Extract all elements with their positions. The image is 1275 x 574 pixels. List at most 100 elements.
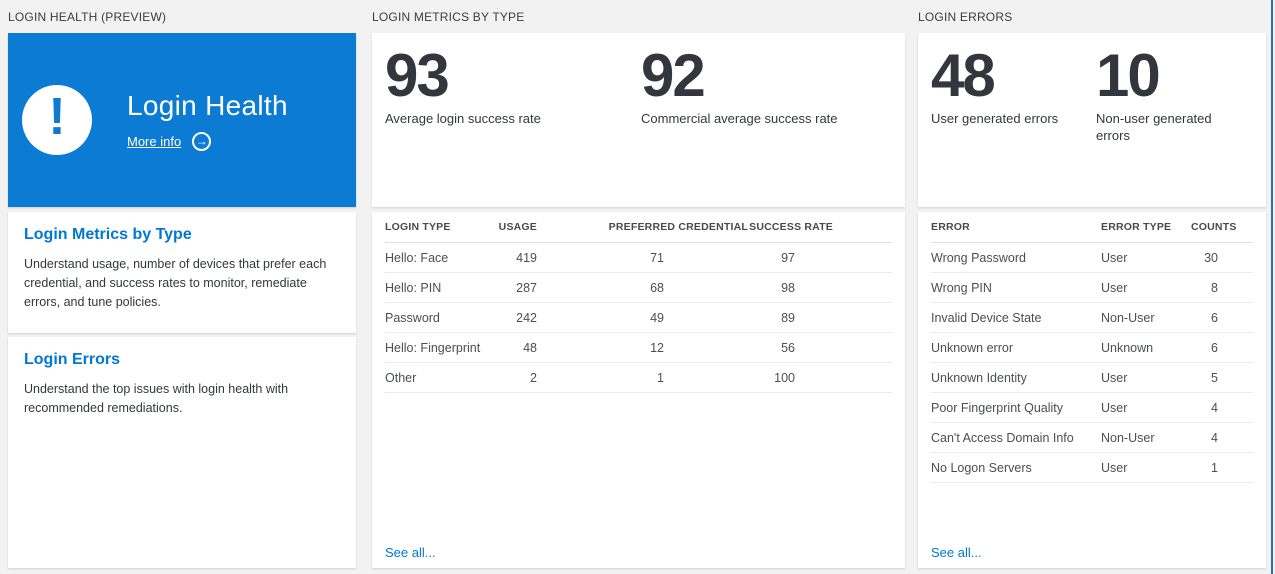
table-row: Unknown error Unknown 6 [931, 333, 1253, 363]
counts-cell: 6 [1211, 340, 1218, 355]
error-type-cell: Non-User [1101, 310, 1155, 325]
success-rate-cell: 56 [781, 340, 795, 355]
stat-value: 92 [641, 42, 706, 109]
counts-cell: 6 [1211, 310, 1218, 325]
nav-card-title: Login Metrics by Type [24, 226, 192, 243]
nav-card-description: Understand the top issues with login hea… [24, 382, 289, 415]
arrow-right-icon[interactable]: → [192, 131, 212, 151]
usage-cell: 2 [530, 370, 537, 385]
login-type-cell: Other [385, 370, 417, 385]
stat-commercial-average-success-rate: 92 Commercial average success rate [641, 45, 838, 195]
more-info-link[interactable]: More info [127, 133, 182, 149]
nav-card-login-metrics-by-type[interactable]: Login Metrics by Type Understand usage, … [8, 212, 356, 333]
preferred-credential-cell: 49 [650, 310, 664, 325]
table-row: Wrong Password User 30 [931, 243, 1253, 273]
stat-average-login-success-rate: 93 Average login success rate [385, 45, 641, 195]
nav-card-description: Understand usage, number of devices that… [24, 257, 327, 309]
table-row: Password 242 49 89 [385, 303, 892, 333]
success-rate-cell: 89 [781, 310, 795, 325]
table-row: Poor Fingerprint Quality User 4 [931, 393, 1253, 423]
stat-value: 93 [385, 42, 450, 109]
hero-text: Login Health More info → [127, 90, 288, 151]
preferred-credential-cell: 1 [657, 370, 664, 385]
column-header-counts[interactable]: COUNTS [1191, 221, 1237, 233]
nav-card-title: Login Errors [24, 351, 121, 368]
table-header-row: ERROR ERROR TYPE COUNTS [931, 212, 1253, 243]
error-type-cell: User [1101, 400, 1128, 415]
counts-cell: 4 [1211, 430, 1218, 445]
see-all-link-metrics[interactable]: See all... [385, 545, 436, 560]
errors-table-card: ERROR ERROR TYPE COUNTS Wrong Password U… [918, 212, 1266, 568]
hero-title: Login Health [127, 89, 288, 121]
success-rate-cell: 97 [781, 250, 795, 265]
stat-label: User generated errors [931, 111, 1059, 126]
counts-cell: 8 [1211, 280, 1218, 295]
blade-right-border [1271, 0, 1273, 574]
table-row: Invalid Device State Non-User 6 [931, 303, 1253, 333]
login-type-cell: Password [385, 310, 440, 325]
stat-user-generated-errors: 48 User generated errors [931, 45, 1096, 195]
counts-cell: 5 [1211, 370, 1218, 385]
login-type-cell: Hello: PIN [385, 280, 442, 295]
error-type-cell: Non-User [1101, 430, 1155, 445]
error-cell: Unknown Identity [931, 370, 1027, 385]
error-cell: Poor Fingerprint Quality [931, 400, 1064, 415]
column-header-usage[interactable]: USAGE [498, 221, 537, 233]
table-row: No Logon Servers User 1 [931, 453, 1253, 483]
table-row: Wrong PIN User 8 [931, 273, 1253, 303]
usage-cell: 48 [523, 340, 537, 355]
table-header-row: LOGIN TYPE USAGE PREFERRED CREDENTIAL SU… [385, 212, 892, 243]
column-header-error-type[interactable]: ERROR TYPE [1101, 221, 1172, 233]
table-row: Hello: Face 419 71 97 [385, 243, 892, 273]
section-header-login-errors: LOGIN ERRORS [918, 9, 1013, 24]
error-cell: Invalid Device State [931, 310, 1042, 325]
exclamation-icon: ! [22, 85, 92, 155]
section-header-login-metrics: LOGIN METRICS BY TYPE [372, 9, 525, 24]
errors-stats-card: 48 User generated errors 10 Non-user gen… [918, 33, 1266, 207]
column-login-health: LOGIN HEALTH (PREVIEW) ! Login Health Mo… [8, 0, 356, 568]
counts-cell: 30 [1204, 250, 1218, 265]
error-cell: Unknown error [931, 340, 1013, 355]
counts-cell: 4 [1211, 400, 1218, 415]
error-type-cell: User [1101, 250, 1128, 265]
success-rate-cell: 100 [774, 370, 795, 385]
error-type-cell: User [1101, 280, 1128, 295]
preferred-credential-cell: 12 [650, 340, 664, 355]
table-row: Other 2 1 100 [385, 363, 892, 393]
column-header-error[interactable]: ERROR [931, 221, 970, 233]
stat-non-user-generated-errors: 10 Non-user generated errors [1096, 45, 1226, 195]
counts-cell: 1 [1211, 460, 1218, 475]
stat-value: 10 [1096, 42, 1161, 109]
preferred-credential-cell: 71 [650, 250, 664, 265]
usage-cell: 242 [516, 310, 537, 325]
error-type-cell: User [1101, 460, 1128, 475]
error-type-cell: User [1101, 370, 1128, 385]
stat-value: 48 [931, 42, 996, 109]
see-all-link-errors[interactable]: See all... [931, 545, 982, 560]
table-row: Hello: PIN 287 68 98 [385, 273, 892, 303]
section-header-login-health: LOGIN HEALTH (PREVIEW) [8, 9, 167, 24]
error-cell: Can't Access Domain Info [931, 430, 1074, 445]
table-row: Unknown Identity User 5 [931, 363, 1253, 393]
table-row: Hello: Fingerprint 48 12 56 [385, 333, 892, 363]
usage-cell: 419 [516, 250, 537, 265]
error-cell: Wrong Password [931, 250, 1026, 265]
table-row: Can't Access Domain Info Non-User 4 [931, 423, 1253, 453]
stat-label: Average login success rate [385, 111, 541, 126]
column-login-metrics: LOGIN METRICS BY TYPE 93 Average login s… [372, 0, 905, 568]
column-header-success-rate[interactable]: SUCCESS RATE [749, 221, 833, 233]
error-cell: No Logon Servers [931, 460, 1032, 475]
nav-card-login-errors[interactable]: Login Errors Understand the top issues w… [8, 337, 356, 568]
metrics-table-card: LOGIN TYPE USAGE PREFERRED CREDENTIAL SU… [372, 212, 905, 568]
login-type-cell: Hello: Fingerprint [385, 340, 481, 355]
column-header-login-type[interactable]: LOGIN TYPE [385, 221, 451, 233]
column-login-errors: LOGIN ERRORS 48 User generated errors 10… [918, 0, 1266, 568]
preferred-credential-cell: 68 [650, 280, 664, 295]
stat-label: Commercial average success rate [641, 111, 838, 126]
metrics-stats-card: 93 Average login success rate 92 Commerc… [372, 33, 905, 207]
login-health-tile[interactable]: ! Login Health More info → [8, 33, 356, 207]
column-header-preferred-credential[interactable]: PREFERRED CREDENTIAL [608, 221, 748, 233]
success-rate-cell: 98 [781, 280, 795, 295]
stat-label: Non-user generated errors [1096, 111, 1212, 143]
